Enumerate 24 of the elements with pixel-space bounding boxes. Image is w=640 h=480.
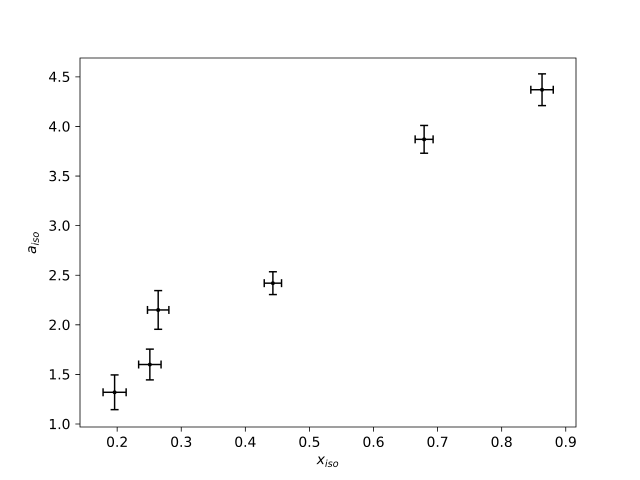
x-tick-label: 0.4 — [235, 436, 256, 448]
y-tick-label: 3.5 — [49, 170, 70, 182]
x-tick-label: 0.7 — [427, 436, 448, 448]
y-tick-label: 2.0 — [49, 320, 70, 330]
point — [422, 137, 426, 142]
x-tick-label: 0.8 — [492, 436, 512, 448]
point — [156, 308, 160, 312]
x-tick-label: 0.3 — [171, 436, 192, 448]
x-axis-title: x$_{iso}$ — [316, 456, 338, 468]
y-tick-label: 4.0 — [49, 121, 70, 132]
x-tick-label: 0.2 — [107, 436, 127, 448]
y-tick-label: 1.5 — [50, 369, 70, 380]
x-tick-label: 0.9 — [556, 436, 576, 448]
point — [270, 281, 275, 286]
y-tick-label: 4.5 — [49, 72, 70, 82]
y-axis-title: a$_{iso}$ — [28, 232, 39, 254]
y-tick-label: 1.0 — [50, 418, 70, 430]
point — [112, 390, 117, 394]
y-tick-label: 3.0 — [49, 220, 70, 231]
x-tick-label: 0.5 — [299, 436, 320, 448]
point — [148, 362, 152, 366]
x-tick-label: 0.6 — [363, 436, 384, 448]
y-tick-label: 2.5 — [49, 270, 70, 280]
point — [540, 88, 544, 92]
